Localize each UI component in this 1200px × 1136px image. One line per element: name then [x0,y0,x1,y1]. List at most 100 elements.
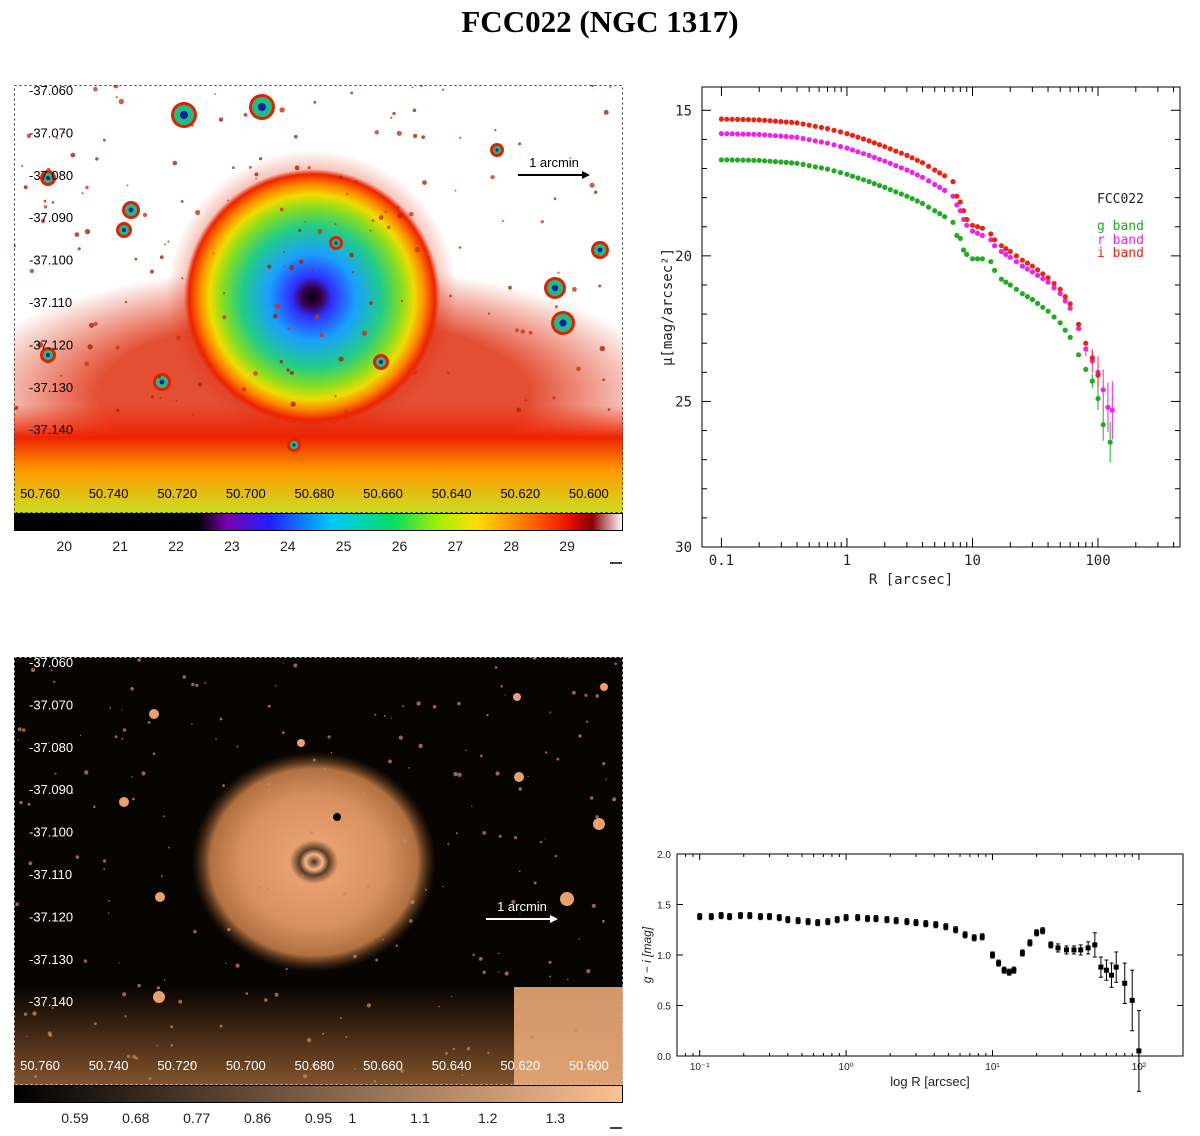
star [258,886,262,889]
star [589,182,595,188]
x-tick-label: 10⁻¹ [690,1062,710,1073]
star [167,240,170,243]
star [471,805,473,807]
star [275,685,277,687]
colour-point [855,915,861,921]
r-band-point [1062,298,1068,304]
top-colorbar-tick-label: 27 [448,538,464,554]
bottom-image-ra-tick-label: 50.760 [20,1058,60,1073]
star [195,209,201,216]
star [513,836,518,840]
star [161,875,163,878]
y-axis-label: μ[mag/arcsec²] [660,248,676,366]
i-band-point [855,134,861,140]
colour-point [843,915,849,921]
star [351,271,354,274]
star [466,1047,471,1051]
g-band-point [1029,296,1035,303]
star [118,98,125,105]
i-band-point [898,150,904,156]
star [334,223,337,226]
star [511,899,516,904]
star [180,111,188,119]
r-band-point [740,131,746,137]
i-band-point [1095,372,1101,378]
star [392,111,396,116]
r-band-point [778,133,784,139]
i-band-point [998,243,1004,249]
bottom-colorbar-tick-label: 1 [348,1110,356,1126]
top-image-ra-tick-label: 50.740 [89,486,129,501]
r-band-point [974,230,981,236]
star [180,200,184,203]
star [60,374,62,377]
star [400,299,404,303]
i-band-point [849,132,856,138]
g-band-point [1062,327,1068,333]
r-band-point [1100,387,1106,393]
g-band-point [844,171,850,177]
top-image-ra-tick-label: 50.600 [569,486,609,501]
star [26,133,32,139]
g-band-point [756,157,762,163]
r-band-point [724,131,730,137]
top-image-ra-tick-label: 50.660 [363,486,403,501]
star [494,666,498,669]
star [83,959,88,963]
star [272,314,278,319]
star [254,172,259,177]
i-band-point [1003,246,1009,252]
star [279,360,283,364]
legend: FCC022 g band r band i band [1097,192,1144,261]
star [32,1011,37,1016]
star [518,870,521,872]
star [478,957,483,961]
g-band-point [998,276,1004,282]
star [369,301,373,305]
x-tick-label: 10 [964,553,981,569]
r-band-point [783,133,789,140]
star [258,103,266,111]
x-tick-label: 100 [1085,553,1110,569]
bottom-image-dec-tick-label: -37.090 [29,782,73,797]
star [586,720,589,723]
i-band-point [954,193,960,199]
colour-point [1027,940,1033,946]
top-colorbar-tick-label: 20 [57,538,73,554]
star [540,220,544,224]
star [81,192,84,195]
colour-point [953,927,959,933]
star [53,680,56,684]
star [591,903,596,908]
star [307,166,311,170]
star [602,919,605,923]
g-band-point [800,161,806,167]
i-band-point [1040,271,1046,277]
star [89,322,94,328]
x-axis-label: log R [arcsec] [890,1074,969,1089]
colour-point [1001,967,1007,973]
star [369,229,372,232]
star [51,1007,54,1009]
star [195,683,199,687]
star [515,328,519,333]
g-band-point [1083,366,1089,372]
top-colorbar-tick-label: 23 [224,538,240,554]
star [267,782,271,786]
star [447,842,450,845]
g-band-point [724,157,730,163]
star [40,218,46,224]
star [17,727,22,732]
i-band-point [1067,301,1073,307]
r-band-point [735,131,741,137]
colour-point [1085,945,1091,951]
star [274,992,279,997]
g-band-point [1067,334,1073,340]
star [238,903,240,905]
i-band-point [762,117,768,123]
star [80,734,82,736]
star [21,165,24,167]
star [142,212,148,218]
g-band-point [1013,286,1019,292]
star [267,704,271,708]
